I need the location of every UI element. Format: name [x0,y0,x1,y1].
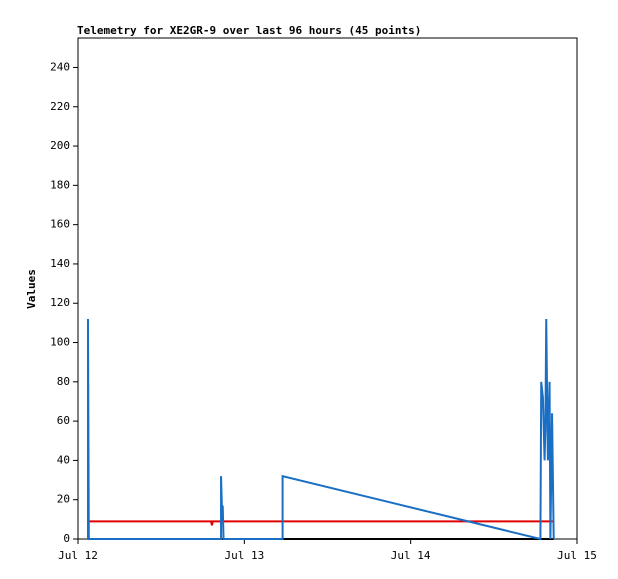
y-tick-label: 40 [57,453,70,466]
plot-frame [77,37,578,540]
y-tick-label: 80 [57,375,70,388]
x-tick-label: Jul 15 [557,549,597,562]
x-tick-label: Jul 13 [224,549,264,562]
x-tick-label: Jul 14 [391,549,431,562]
data-line [87,520,554,526]
y-tick-label: 220 [50,100,70,113]
y-tick-label: 200 [50,139,70,152]
chart-title: Telemetry for XE2GR-9 over last 96 hours… [77,24,421,37]
y-axis-label: Values [25,269,38,309]
y-tick-label: 60 [57,414,70,427]
y-tick-label: 20 [57,493,70,506]
y-tick-label: 100 [50,336,70,349]
x-tick-label: Jul 12 [58,549,98,562]
y-tick-label: 160 [50,218,70,231]
y-tick-label: 240 [50,60,70,73]
y-tick-label: 140 [50,257,70,270]
y-tick-label: 0 [63,532,70,545]
y-tick-label: 180 [50,178,70,191]
data-line [86,318,555,541]
y-tick-label: 120 [50,296,70,309]
